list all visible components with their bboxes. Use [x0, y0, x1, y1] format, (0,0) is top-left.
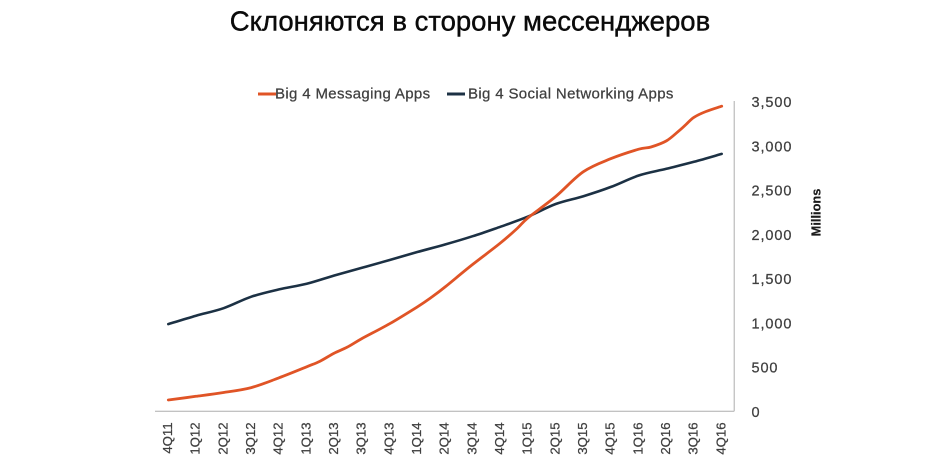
svg-text:0: 0 — [752, 405, 761, 421]
svg-text:3Q14: 3Q14 — [464, 422, 479, 454]
svg-text:2Q16: 2Q16 — [658, 422, 673, 454]
svg-text:500: 500 — [752, 361, 779, 377]
svg-text:4Q14: 4Q14 — [492, 422, 507, 454]
svg-text:3Q15: 3Q15 — [575, 422, 590, 454]
svg-text:2Q13: 2Q13 — [326, 422, 341, 454]
svg-text:1Q15: 1Q15 — [520, 422, 535, 454]
svg-text:1,500: 1,500 — [752, 272, 793, 288]
svg-text:4Q11: 4Q11 — [160, 422, 175, 453]
svg-text:2Q12: 2Q12 — [215, 422, 230, 454]
svg-text:3Q13: 3Q13 — [354, 422, 369, 454]
svg-text:3,000: 3,000 — [752, 139, 793, 155]
svg-text:2,500: 2,500 — [752, 184, 793, 200]
svg-text:1Q14: 1Q14 — [409, 422, 424, 454]
svg-text:2Q15: 2Q15 — [547, 422, 562, 454]
svg-text:Big 4 Social Networking Apps: Big 4 Social Networking Apps — [468, 86, 674, 103]
svg-text:1,000: 1,000 — [752, 316, 793, 332]
svg-text:2Q14: 2Q14 — [437, 422, 452, 454]
svg-text:Big 4 Messaging Apps: Big 4 Messaging Apps — [275, 86, 430, 103]
svg-text:Склоняются в сторону мессендже: Склоняются в сторону мессенджеров — [230, 6, 710, 37]
svg-text:1Q16: 1Q16 — [630, 422, 645, 454]
svg-text:2,000: 2,000 — [752, 228, 793, 244]
svg-text:4Q12: 4Q12 — [271, 422, 286, 454]
svg-text:3Q16: 3Q16 — [686, 422, 701, 454]
svg-text:4Q16: 4Q16 — [713, 422, 728, 454]
svg-text:4Q15: 4Q15 — [603, 422, 618, 454]
svg-text:1Q13: 1Q13 — [298, 422, 313, 454]
svg-text:3,500: 3,500 — [752, 95, 793, 111]
svg-text:4Q13: 4Q13 — [381, 422, 396, 454]
svg-text:Millions: Millions — [809, 189, 824, 237]
svg-text:1Q12: 1Q12 — [188, 422, 203, 454]
svg-text:3Q12: 3Q12 — [243, 422, 258, 454]
